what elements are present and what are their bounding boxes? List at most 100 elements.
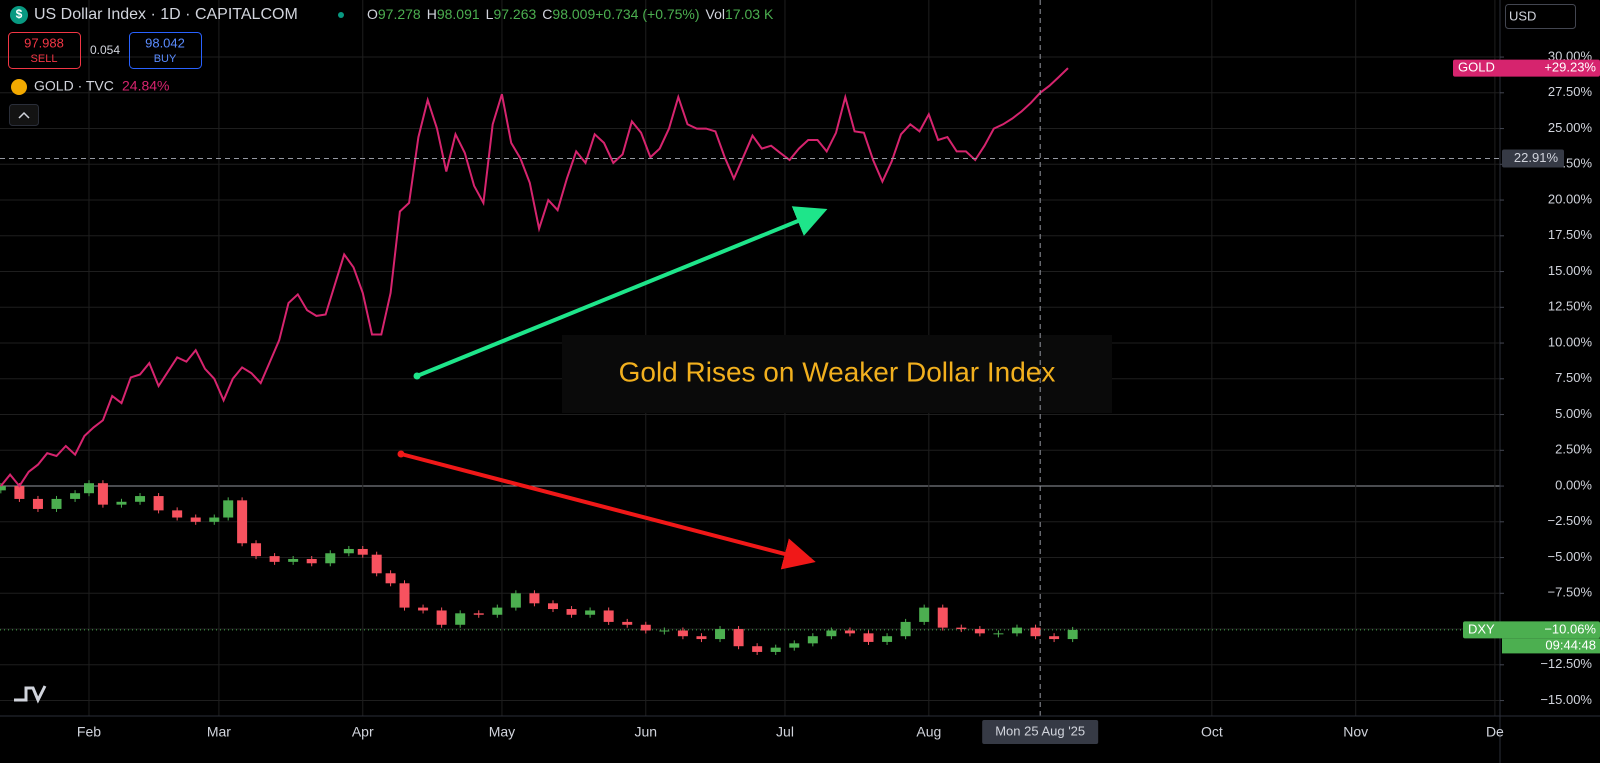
x-tick-label: Nov (1343, 724, 1368, 740)
candle-body (1030, 627, 1041, 637)
candle-body (547, 603, 558, 610)
candle-body (436, 610, 447, 625)
ohlc-key: O (367, 6, 378, 22)
y-tick-label: 27.50% (1548, 84, 1593, 99)
candle-body (1067, 629, 1078, 640)
buy-price[interactable]: 98.042 (145, 35, 185, 50)
candle-body (32, 498, 43, 509)
x-tick-label: Aug (916, 724, 941, 740)
candle-body (900, 621, 911, 637)
candle-body (696, 636, 707, 640)
annotation-box (562, 335, 1112, 413)
y-tick-label: −7.50% (1548, 585, 1593, 600)
candle-body (251, 543, 262, 557)
candle-body (190, 517, 201, 522)
x-tick-label: Mar (207, 724, 231, 740)
candle-body (603, 610, 614, 622)
axes: 30.00%27.50%25.00%22.50%20.00%17.50%15.0… (77, 48, 1600, 744)
sell-price[interactable]: 97.988 (24, 35, 64, 50)
sell-button[interactable] (8, 32, 81, 69)
y-tick-label: 17.50% (1548, 227, 1593, 242)
candle-body (14, 486, 25, 499)
candle-body (209, 517, 220, 522)
candle-body (807, 636, 818, 644)
buy-label[interactable]: BUY (154, 53, 177, 65)
y-tick-label: 20.00% (1548, 191, 1593, 206)
currency[interactable]: USD (1509, 8, 1536, 23)
ohlc-value: 17.03 K (725, 6, 774, 22)
candle-body (733, 629, 744, 647)
buy-button[interactable] (129, 32, 202, 69)
candle-body (172, 510, 183, 518)
down-arrow (400, 452, 816, 570)
candle-body (306, 558, 317, 564)
candle-body (343, 548, 354, 554)
x-tick-label: De (1486, 724, 1504, 740)
candle-body (715, 629, 726, 640)
countdown-box (1502, 638, 1600, 654)
y-tick-label: 12.50% (1548, 299, 1593, 314)
candle-body (956, 627, 967, 630)
candle-body (371, 554, 382, 574)
y-tick-label: 5.00% (1555, 406, 1592, 421)
logo (14, 685, 47, 704)
candle-body (288, 558, 299, 562)
candle-body (385, 573, 396, 584)
gold-end-label: +29.23% (1544, 60, 1596, 75)
candle-body (919, 607, 930, 622)
dxy-end-label: −10.06% (1544, 621, 1596, 636)
gold-icon (11, 79, 27, 95)
y-tick-label: 15.00% (1548, 263, 1593, 278)
countdown: 09:44:48 (1545, 637, 1596, 652)
up-arrow (416, 206, 828, 378)
candle-body (116, 501, 127, 505)
legend-value: 24.84% (122, 78, 169, 94)
x-tick-label: Feb (77, 724, 101, 740)
candle-body (70, 493, 81, 499)
candle-body (1049, 636, 1060, 640)
candle-body (937, 607, 948, 628)
symbol-icon (10, 6, 28, 24)
collapse-icon[interactable] (18, 111, 30, 119)
y-tick-label: 0.00% (1555, 477, 1592, 492)
ohlc-key: L (486, 6, 494, 22)
crosshair-x-label: Mon 25 Aug '25 (995, 723, 1085, 738)
annotation: Gold Rises on Weaker Dollar Index (619, 356, 1056, 387)
candle-body (529, 593, 540, 604)
y-tick-label: −5.00% (1548, 549, 1593, 564)
sell-label[interactable]: SELL (31, 53, 58, 65)
collapse-button[interactable] (9, 104, 39, 126)
crosshair-x-box (982, 720, 1099, 744)
ohlc-value: 98.091 (437, 6, 480, 22)
x-tick-label: Jun (634, 724, 657, 740)
candle-body (51, 498, 62, 509)
candle-body (83, 483, 94, 494)
candle-body (752, 646, 763, 652)
candle-body (789, 643, 800, 648)
ohlc-key: H (427, 6, 437, 22)
y-tick-label: 2.50% (1555, 442, 1592, 457)
candle-body (473, 613, 484, 615)
gold-line (0, 67, 1069, 488)
candle-body (135, 496, 146, 502)
y-tick-label: 10.00% (1548, 334, 1593, 349)
candle-body (223, 500, 234, 518)
candle-body (844, 630, 855, 634)
candle-body (826, 630, 837, 637)
ohlc-legend: O97.278 H98.091 L97.263 C98.009+0.734 (+0.7… (367, 6, 774, 22)
candle-body (1011, 627, 1022, 634)
candle-body (882, 636, 893, 642)
candle-body (510, 593, 521, 608)
candle-body (0, 486, 6, 491)
legend-name: GOLD · TVC (34, 78, 114, 94)
chart-title: US Dollar Index · 1D · CAPITALCOM (34, 6, 298, 23)
candle-body (492, 607, 503, 615)
y-tick-label: 7.50% (1555, 370, 1592, 385)
candle-body (585, 610, 596, 615)
candle-body (418, 607, 429, 611)
spread: 0.054 (90, 43, 120, 57)
currency-button[interactable] (1505, 4, 1576, 29)
candle-body (677, 630, 688, 637)
candle-body (455, 613, 466, 625)
